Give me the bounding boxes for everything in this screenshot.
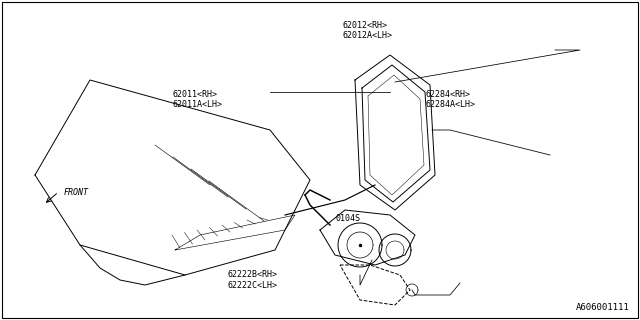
Text: 62222B<RH>
62222C<LH>: 62222B<RH> 62222C<LH> bbox=[227, 270, 277, 290]
Text: A606001111: A606001111 bbox=[576, 303, 630, 312]
Text: 62012<RH>
62012A<LH>: 62012<RH> 62012A<LH> bbox=[342, 21, 392, 40]
Text: 62011<RH>
62011A<LH>: 62011<RH> 62011A<LH> bbox=[173, 90, 223, 109]
Text: FRONT: FRONT bbox=[63, 188, 88, 197]
Text: 62284<RH>
62284A<LH>: 62284<RH> 62284A<LH> bbox=[426, 90, 476, 109]
Text: 0104S: 0104S bbox=[336, 214, 361, 223]
